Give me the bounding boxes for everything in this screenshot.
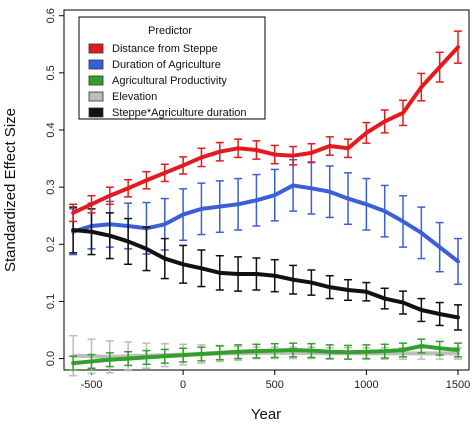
series-4 bbox=[69, 206, 463, 331]
series-layer bbox=[69, 30, 463, 377]
legend-swatch bbox=[88, 107, 104, 118]
series-line bbox=[71, 183, 460, 264]
legend-label: Duration of Agriculture bbox=[112, 59, 221, 71]
x-tick-label: 500 bbox=[266, 379, 284, 391]
y-tick-label: 0.6 bbox=[45, 8, 57, 23]
legend-label: Elevation bbox=[112, 91, 157, 103]
y-tick-label: 0.0 bbox=[45, 351, 57, 366]
series-line bbox=[71, 45, 460, 215]
legend-label: Distance from Steppe bbox=[112, 43, 218, 55]
legend: Predictor Distance from Steppe Duration of… bbox=[78, 16, 266, 120]
y-tick-label: 0.5 bbox=[45, 65, 57, 80]
legend-swatch bbox=[88, 59, 104, 70]
y-tick-label: 0.3 bbox=[45, 179, 57, 194]
series-line bbox=[71, 228, 460, 320]
y-tick-label: 0.2 bbox=[45, 237, 57, 252]
series-line bbox=[71, 344, 460, 366]
legend-swatch bbox=[88, 43, 104, 54]
series-2 bbox=[69, 338, 463, 371]
axes-layer: -500 0 500 1000 1500 0.0 0.1 0.2 0.3 0.4 0.5 0.6 bbox=[45, 8, 470, 391]
y-tick-label: 0.1 bbox=[45, 294, 57, 309]
y-axis-title: Standardized Effect Size bbox=[2, 108, 19, 272]
legend-label: Steppe*Agriculture duration bbox=[112, 107, 247, 119]
x-tick-label: 0 bbox=[180, 379, 186, 391]
x-tick-label: -500 bbox=[80, 379, 102, 391]
legend-swatch bbox=[88, 91, 104, 102]
legend-swatch bbox=[88, 75, 104, 86]
plot-frame bbox=[63, 9, 470, 371]
legend-box bbox=[78, 16, 266, 120]
x-axis-title: Year bbox=[251, 406, 281, 423]
legend-label: Agricultural Productivity bbox=[112, 75, 227, 87]
series-0 bbox=[69, 30, 463, 223]
legend-title: Predictor bbox=[148, 25, 192, 37]
x-tick-label: 1500 bbox=[446, 379, 470, 391]
y-tick-label: 0.4 bbox=[45, 122, 57, 137]
x-tick-label: 1000 bbox=[354, 379, 378, 391]
